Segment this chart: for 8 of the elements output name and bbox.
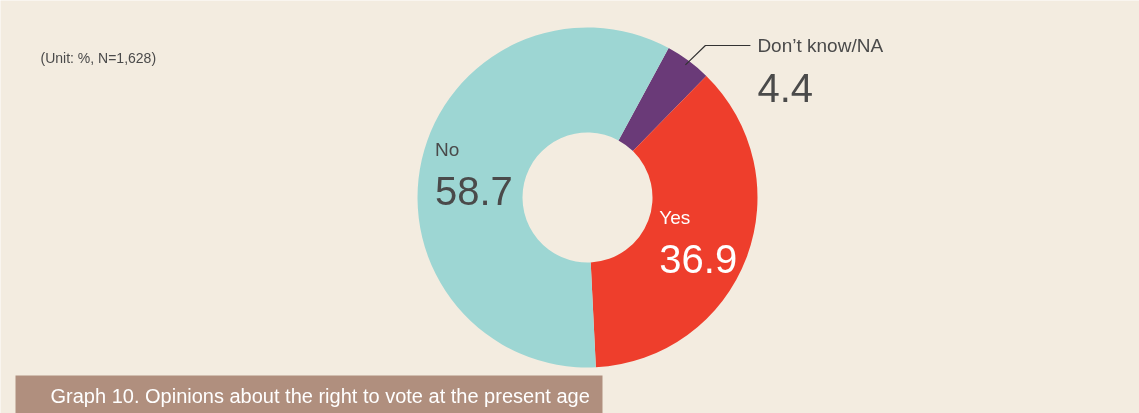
- slice-label: No: [434, 138, 460, 160]
- data-label: 58.7: [434, 169, 513, 214]
- text: Graph 10. Opinions about the right to vote at the present age: [50, 384, 590, 407]
- data-label: 4.4: [757, 65, 814, 110]
- text: (Unit: %, N=1,628): [40, 49, 157, 66]
- data-label: 36.9: [659, 237, 738, 282]
- slice-label: Don’t know/NA: [757, 35, 884, 56]
- slice-label: Yes: [659, 206, 691, 228]
